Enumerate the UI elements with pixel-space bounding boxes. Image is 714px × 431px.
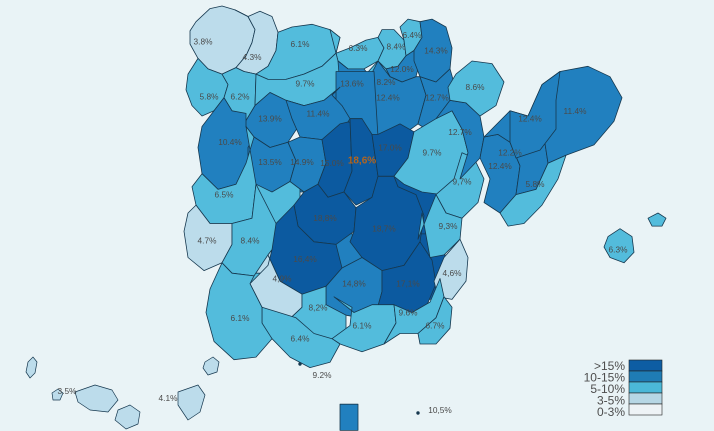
- svg-text:13.5%: 13.5%: [258, 157, 282, 167]
- svg-text:12.0%: 12.0%: [390, 64, 414, 74]
- svg-text:6.2%: 6.2%: [231, 91, 251, 101]
- svg-text:8.4%: 8.4%: [241, 236, 261, 246]
- svg-text:8,2%: 8,2%: [309, 302, 329, 312]
- svg-text:3.8%: 3.8%: [194, 36, 214, 46]
- svg-text:18,6%: 18,6%: [348, 156, 376, 167]
- svg-text:13.9%: 13.9%: [258, 114, 282, 124]
- svg-text:16,4%: 16,4%: [293, 254, 317, 264]
- svg-text:12.7%: 12.7%: [425, 93, 449, 103]
- svg-text:0-3%: 0-3%: [597, 405, 625, 419]
- svg-text:6.4%: 6.4%: [403, 30, 423, 40]
- svg-text:10.4%: 10.4%: [218, 137, 242, 147]
- svg-text:17,1%: 17,1%: [396, 279, 420, 289]
- svg-text:18,7%: 18,7%: [372, 224, 396, 234]
- svg-text:9.6%: 9.6%: [399, 308, 419, 318]
- svg-text:6.3%: 6.3%: [609, 245, 629, 255]
- svg-text:6.3%: 6.3%: [349, 43, 369, 53]
- svg-text:6.1%: 6.1%: [291, 39, 311, 49]
- svg-text:12.4%: 12.4%: [518, 114, 542, 124]
- svg-text:13.6%: 13.6%: [340, 78, 364, 88]
- svg-text:6.7%: 6.7%: [426, 321, 446, 331]
- svg-text:6.1%: 6.1%: [353, 321, 373, 331]
- svg-text:6.5%: 6.5%: [215, 190, 235, 200]
- svg-text:9.7%: 9.7%: [296, 78, 316, 88]
- svg-text:6.4%: 6.4%: [291, 334, 311, 344]
- svg-text:14.9%: 14.9%: [290, 157, 314, 167]
- svg-text:10,5%: 10,5%: [428, 405, 452, 415]
- svg-text:6.1%: 6.1%: [231, 313, 251, 323]
- svg-text:14.3%: 14.3%: [424, 46, 448, 56]
- svg-text:9,7%: 9,7%: [453, 177, 473, 187]
- svg-text:4.1%: 4.1%: [159, 393, 179, 403]
- svg-text:8.4%: 8.4%: [387, 42, 407, 52]
- svg-text:12.4%: 12.4%: [376, 93, 400, 103]
- svg-text:4,9%: 4,9%: [273, 274, 293, 284]
- svg-text:9.7%: 9.7%: [423, 148, 443, 158]
- svg-text:18,8%: 18,8%: [313, 213, 337, 223]
- svg-text:8.6%: 8.6%: [466, 82, 486, 92]
- svg-text:9.2%: 9.2%: [313, 370, 333, 380]
- svg-text:17.0%: 17.0%: [378, 143, 402, 153]
- svg-text:4.7%: 4.7%: [198, 236, 218, 246]
- svg-text:11.4%: 11.4%: [307, 108, 331, 118]
- svg-text:4,6%: 4,6%: [443, 268, 463, 278]
- svg-text:4.3%: 4.3%: [243, 52, 263, 62]
- svg-text:15.0%: 15.0%: [320, 158, 344, 168]
- svg-text:5.8%: 5.8%: [526, 179, 546, 189]
- svg-text:12.4%: 12.4%: [488, 161, 512, 171]
- svg-text:5.8%: 5.8%: [200, 91, 220, 101]
- svg-text:12.2%: 12.2%: [498, 148, 522, 158]
- svg-text:3.5%: 3.5%: [58, 386, 78, 396]
- svg-text:12.7%: 12.7%: [448, 127, 472, 137]
- svg-text:11.4%: 11.4%: [564, 106, 588, 116]
- svg-text:8.2%: 8.2%: [377, 77, 397, 87]
- svg-text:9,3%: 9,3%: [439, 221, 459, 231]
- svg-text:14,8%: 14,8%: [342, 279, 366, 289]
